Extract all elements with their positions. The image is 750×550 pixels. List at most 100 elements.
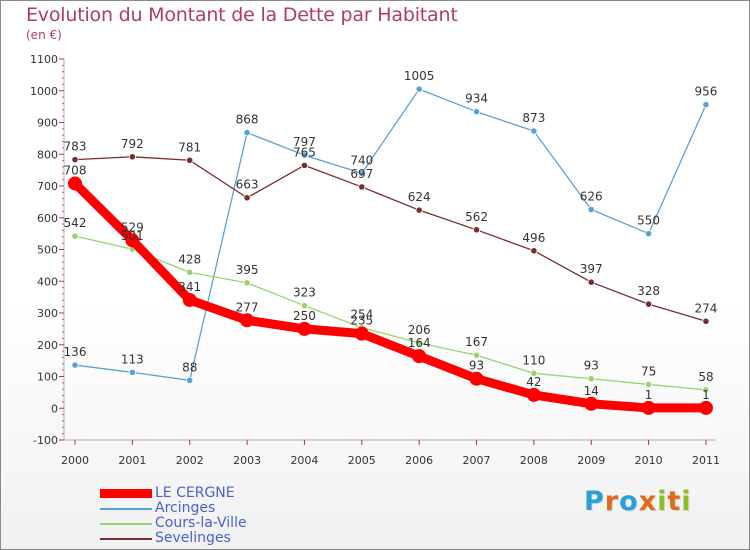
- x-tick-label: 2010: [635, 454, 663, 467]
- y-tick-label: 900: [37, 117, 58, 130]
- y-tick-label: 1000: [30, 85, 58, 98]
- y-tick-label: 800: [37, 148, 58, 161]
- y-tick-label: 100: [37, 371, 58, 384]
- data-label: 868: [236, 113, 259, 127]
- data-label: 496: [522, 231, 545, 245]
- data-point: [300, 302, 309, 310]
- data-label: 626: [580, 189, 603, 203]
- data-label: 397: [580, 262, 603, 276]
- data-label: 781: [178, 140, 201, 154]
- data-label: 1005: [404, 69, 435, 83]
- data-point: [186, 156, 194, 164]
- series-line-le-cergne: [70, 178, 711, 413]
- data-label: 110: [522, 353, 545, 367]
- x-tick-label: 2007: [463, 454, 491, 467]
- data-point: [587, 375, 595, 383]
- y-tick-label: 700: [37, 180, 58, 193]
- legend-label: Sevelinges: [155, 530, 231, 546]
- series-line-cours-la-ville: [74, 235, 707, 391]
- x-tick-label: 2001: [118, 454, 146, 467]
- data-point: [415, 85, 423, 93]
- data-point: [243, 129, 251, 137]
- data-point: [415, 339, 423, 347]
- data-label: 1: [645, 388, 653, 402]
- data-point: [182, 292, 197, 307]
- legend-swatch-arcinges: [100, 508, 152, 510]
- data-point: [472, 226, 481, 234]
- data-label: 624: [408, 190, 431, 204]
- data-label: 529: [121, 220, 144, 234]
- y-tick-label: 0: [51, 402, 58, 415]
- data-label: 93: [469, 359, 484, 373]
- data-label: 341: [178, 280, 201, 294]
- data-label: 254: [350, 308, 373, 322]
- data-label: 250: [293, 309, 316, 323]
- data-label: 235: [350, 314, 373, 328]
- y-tick-label: 600: [37, 212, 58, 225]
- chart-subtitle: (en €): [26, 28, 62, 42]
- data-label: 697: [350, 167, 373, 181]
- data-label: 58: [698, 370, 713, 384]
- data-point: [71, 232, 79, 240]
- data-point: [128, 368, 136, 376]
- logo-letter: o: [619, 486, 639, 517]
- x-tick-label: 2004: [290, 454, 318, 467]
- data-point: [526, 387, 541, 402]
- data-point: [415, 206, 423, 214]
- x-tick-label: 2008: [520, 454, 548, 467]
- data-label: 14: [584, 384, 599, 398]
- data-label: 274: [695, 301, 718, 315]
- data-point: [469, 371, 484, 386]
- y-tick-label: 400: [37, 275, 58, 288]
- data-point: [186, 376, 194, 384]
- data-label: 873: [522, 111, 545, 125]
- data-point: [354, 326, 369, 341]
- data-label: 164: [408, 336, 431, 350]
- data-point: [300, 151, 309, 159]
- data-point: [186, 268, 194, 276]
- data-point: [300, 161, 309, 169]
- data-point: [240, 313, 255, 328]
- y-tick-label: -100: [33, 434, 58, 447]
- data-point: [243, 279, 251, 287]
- data-label: 708: [64, 163, 87, 177]
- logo-letter: i: [657, 486, 668, 517]
- proxiti-logo: Proxiti: [584, 486, 692, 517]
- data-label: 956: [695, 85, 718, 99]
- data-label: 562: [465, 210, 488, 224]
- x-tick-label: 2003: [233, 454, 261, 467]
- data-label: 167: [465, 335, 488, 349]
- data-label: 136: [64, 345, 87, 359]
- logo-letter: x: [638, 486, 658, 517]
- data-label: 542: [64, 216, 87, 230]
- logo-letter: i: [681, 486, 692, 517]
- data-label: 328: [637, 284, 660, 298]
- x-tick-label: 2006: [405, 454, 433, 467]
- data-point: [644, 300, 653, 308]
- data-label: 934: [465, 92, 488, 106]
- data-point: [530, 369, 538, 377]
- data-point: [68, 176, 82, 191]
- logo-letter: r: [604, 486, 620, 517]
- data-label: 783: [64, 140, 87, 154]
- data-label: 792: [121, 137, 144, 151]
- data-point: [587, 278, 595, 286]
- data-point: [587, 205, 595, 214]
- data-point: [472, 351, 481, 359]
- data-label: 797: [293, 135, 316, 149]
- data-point: [128, 153, 136, 161]
- data-point: [412, 349, 427, 364]
- series-line-sevelinges: [74, 156, 707, 322]
- data-label: 206: [408, 323, 431, 337]
- data-point: [702, 386, 710, 394]
- data-point: [125, 233, 140, 248]
- y-tick-label: 200: [37, 339, 58, 352]
- x-tick-label: 2000: [61, 454, 89, 467]
- x-tick-label: 2005: [348, 454, 376, 467]
- legend-label: LE CERGNE: [155, 485, 235, 501]
- data-point: [584, 396, 599, 411]
- data-label: 663: [236, 178, 259, 192]
- data-point: [358, 183, 366, 191]
- data-label: 277: [236, 300, 259, 314]
